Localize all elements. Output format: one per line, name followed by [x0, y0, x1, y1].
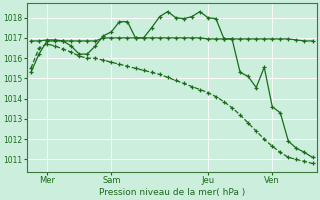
X-axis label: Pression niveau de la mer( hPa ): Pression niveau de la mer( hPa ): [99, 188, 245, 197]
